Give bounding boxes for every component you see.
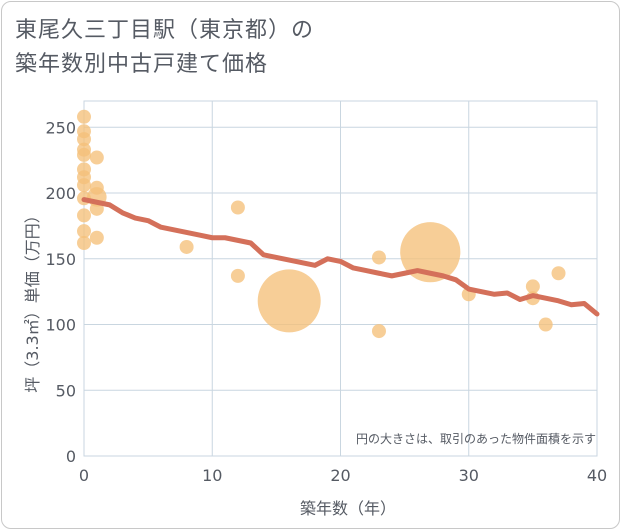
y-tick-label: 200 — [45, 184, 76, 203]
x-tick-label: 30 — [459, 466, 479, 485]
chart-title: 東尾久三丁目駅（東京都）の 築年数別中古戸建て価格 — [15, 14, 314, 82]
scatter-point — [77, 178, 91, 193]
scatter-point — [89, 150, 104, 165]
bubbles — [77, 109, 566, 339]
scatter-point — [371, 250, 386, 265]
x-tick-label: 0 — [79, 466, 89, 485]
scatter-point — [257, 269, 321, 333]
x-tick-label: 40 — [587, 466, 607, 485]
y-tick-label: 150 — [45, 250, 76, 269]
y-tick-label: 250 — [45, 118, 76, 137]
scatter-point — [77, 224, 91, 239]
scatter-point — [179, 239, 194, 254]
scatter-point — [77, 147, 91, 162]
scatter-point — [525, 279, 540, 294]
scatter-point — [77, 208, 91, 223]
title-line-2: 築年数別中古戸建て価格 — [15, 52, 269, 77]
scatter-point — [77, 109, 91, 124]
y-tick-label: 0 — [66, 447, 76, 466]
scatter-point — [551, 266, 566, 281]
scatter-point — [77, 236, 91, 250]
size-note: 円の大きさは、取引のあった物件面積を示す — [356, 431, 596, 446]
scatter-point — [371, 324, 386, 339]
title-line-1: 東尾久三丁目駅（東京都）の — [15, 18, 315, 43]
x-tick-label: 20 — [330, 466, 350, 485]
scatter-point — [400, 222, 461, 283]
scatter-point — [89, 230, 104, 245]
y-tick-label: 100 — [45, 316, 76, 335]
scatter-point — [77, 132, 91, 147]
x-axis-title: 築年数（年） — [300, 499, 396, 518]
y-tick-label: 50 — [56, 381, 76, 400]
ticks: 0 10 20 30 40 0 50 100 150 200 250 — [45, 118, 607, 485]
scatter-point — [230, 268, 245, 283]
trend-line-group — [81, 197, 600, 317]
trend-line — [81, 197, 600, 317]
scatter-point — [230, 200, 245, 215]
x-tick-label: 10 — [202, 466, 222, 485]
y-axis-title: 坪（3.3㎡）単価（万円） — [23, 207, 42, 392]
grid — [83, 100, 598, 457]
scatter-point — [538, 317, 553, 332]
